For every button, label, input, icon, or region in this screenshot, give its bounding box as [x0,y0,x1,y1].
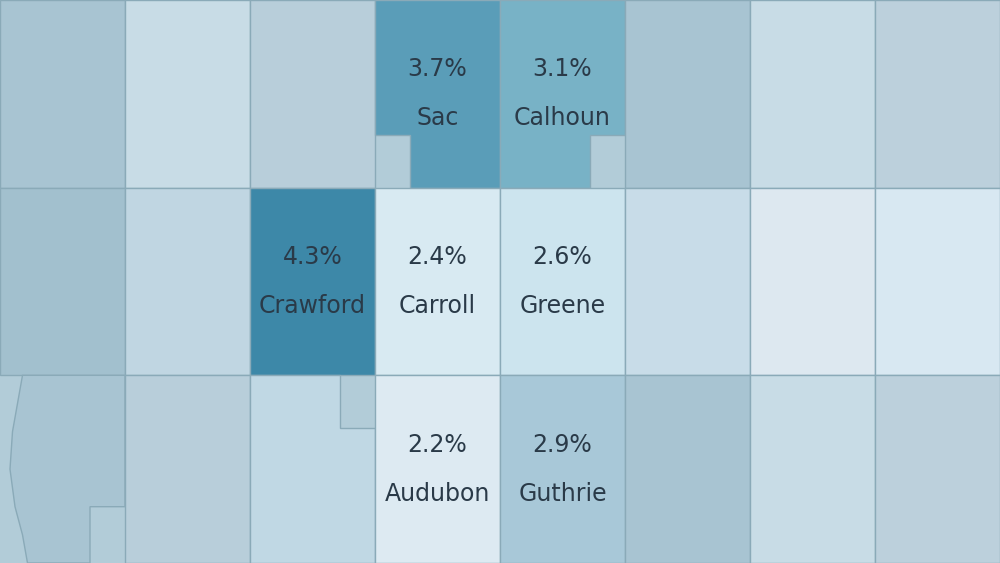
Text: 3.1%: 3.1% [533,57,592,82]
Bar [750,376,875,563]
Bar [0,0,125,187]
Bar [750,0,875,187]
Bar [875,376,1000,563]
Bar [875,187,1000,376]
Polygon shape [10,376,125,563]
Bar [250,0,375,187]
Bar [125,187,250,376]
Polygon shape [500,0,625,187]
Bar [0,187,125,376]
Bar [375,187,500,376]
Text: Calhoun: Calhoun [514,106,611,130]
Bar [500,187,625,376]
Text: Sac: Sac [416,106,459,130]
Polygon shape [250,376,375,563]
Text: Audubon: Audubon [385,481,490,506]
Text: 2.9%: 2.9% [533,433,592,457]
Polygon shape [375,0,500,187]
Text: Carroll: Carroll [399,294,476,318]
Bar [125,376,250,563]
Bar [625,0,750,187]
Bar [625,376,750,563]
Bar [125,0,250,187]
Bar [750,187,875,376]
Text: 2.2%: 2.2% [408,433,467,457]
Text: 4.3%: 4.3% [283,245,342,269]
Text: Greene: Greene [519,294,606,318]
Text: Crawford: Crawford [259,294,366,318]
Bar [875,0,1000,187]
Text: 3.7%: 3.7% [408,57,467,82]
Bar [250,187,375,376]
Text: 2.6%: 2.6% [533,245,592,269]
Bar [625,187,750,376]
Text: 2.4%: 2.4% [408,245,467,269]
Text: Guthrie: Guthrie [518,481,607,506]
Bar [500,376,625,563]
Bar [375,376,500,563]
